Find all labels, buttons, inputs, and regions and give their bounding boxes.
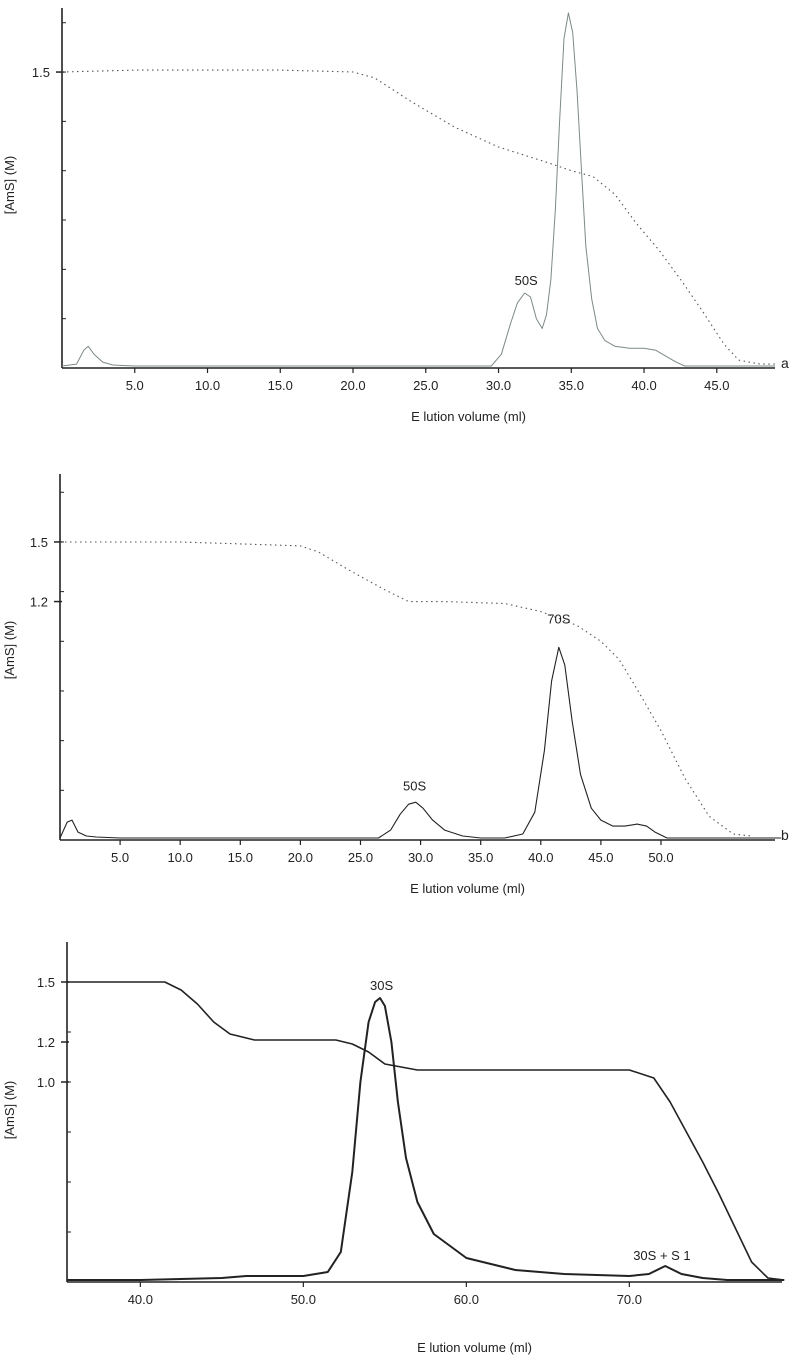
x-tick-label: 5.0 xyxy=(126,378,144,393)
chart-panel-3: 40.0 50.0 60.0 70.0 1.5 1.2 1.0 E lution volume… xyxy=(2,942,785,1355)
x-tick-label: 50.0 xyxy=(648,850,673,865)
x-tick-label: 40.0 xyxy=(631,378,656,393)
x-tick-label: 10.0 xyxy=(168,850,193,865)
x-tick-label: 30.0 xyxy=(486,378,511,393)
peak-label: 30S + S 1 xyxy=(633,1248,690,1263)
peak-label: 70S xyxy=(547,611,570,626)
x-tick-label: 10.0 xyxy=(195,378,220,393)
y-tick-label: 1.5 xyxy=(32,65,50,80)
x-axis-title: E lution volume (ml) xyxy=(411,409,526,424)
y-tick-label: 1.2 xyxy=(37,1035,55,1050)
x-tick-label: 25.0 xyxy=(348,850,373,865)
x-tick-label: 5.0 xyxy=(111,850,129,865)
absorbance-line-1 xyxy=(61,12,775,367)
y-tick-label: 1.5 xyxy=(30,535,48,550)
panel-label: a xyxy=(781,355,789,371)
x-tick-label: 35.0 xyxy=(559,378,584,393)
y-axis-title: [AmS] (M) xyxy=(2,156,17,215)
y-tick-label: 1.5 xyxy=(37,975,55,990)
ams-gradient-line-2 xyxy=(60,541,752,837)
y-tick-label: 1.0 xyxy=(37,1075,55,1090)
x-tick-label: 60.0 xyxy=(454,1292,479,1307)
x-tick-label: 15.0 xyxy=(268,378,293,393)
y-axis-title: [AmS] (M) xyxy=(2,621,17,680)
x-tick-label: 25.0 xyxy=(413,378,438,393)
y-axis-title: [AmS] (M) xyxy=(2,1081,17,1140)
x-tick-label: 15.0 xyxy=(228,850,253,865)
chart-panel-1: 5.0 10.0 15.0 20.0 25.0 30.0 35.0 40.0 45.0 1.5 E … xyxy=(2,8,789,424)
x-tick-label: 35.0 xyxy=(468,850,493,865)
panel-label: b xyxy=(781,827,789,843)
x-axis-title: E lution volume (ml) xyxy=(410,881,525,896)
x-tick-label: 50.0 xyxy=(291,1292,316,1307)
x-tick-label: 20.0 xyxy=(288,850,313,865)
x-tick-label: 30.0 xyxy=(408,850,433,865)
y-tick-label: 1.2 xyxy=(30,595,48,610)
x-tick-label: 40.0 xyxy=(528,850,553,865)
peak-label: 50S xyxy=(403,778,426,793)
x-axis-title: E lution volume (ml) xyxy=(417,1340,532,1355)
ams-gradient-line-2 xyxy=(67,981,785,1281)
absorbance-line-1 xyxy=(59,646,782,839)
peak-label: 50S xyxy=(515,273,538,288)
chart-panel-2: 5.0 10.0 15.0 20.0 25.0 30.0 35.0 40.0 45.0 50.0 1… xyxy=(2,474,789,896)
peak-label: 30S xyxy=(370,978,393,993)
absorbance-line-1 xyxy=(67,997,785,1281)
x-tick-label: 45.0 xyxy=(704,378,729,393)
x-tick-label: 45.0 xyxy=(588,850,613,865)
x-tick-label: 20.0 xyxy=(340,378,365,393)
ams-gradient-line-2 xyxy=(61,69,775,365)
x-tick-label: 70.0 xyxy=(617,1292,642,1307)
x-tick-label: 40.0 xyxy=(128,1292,153,1307)
